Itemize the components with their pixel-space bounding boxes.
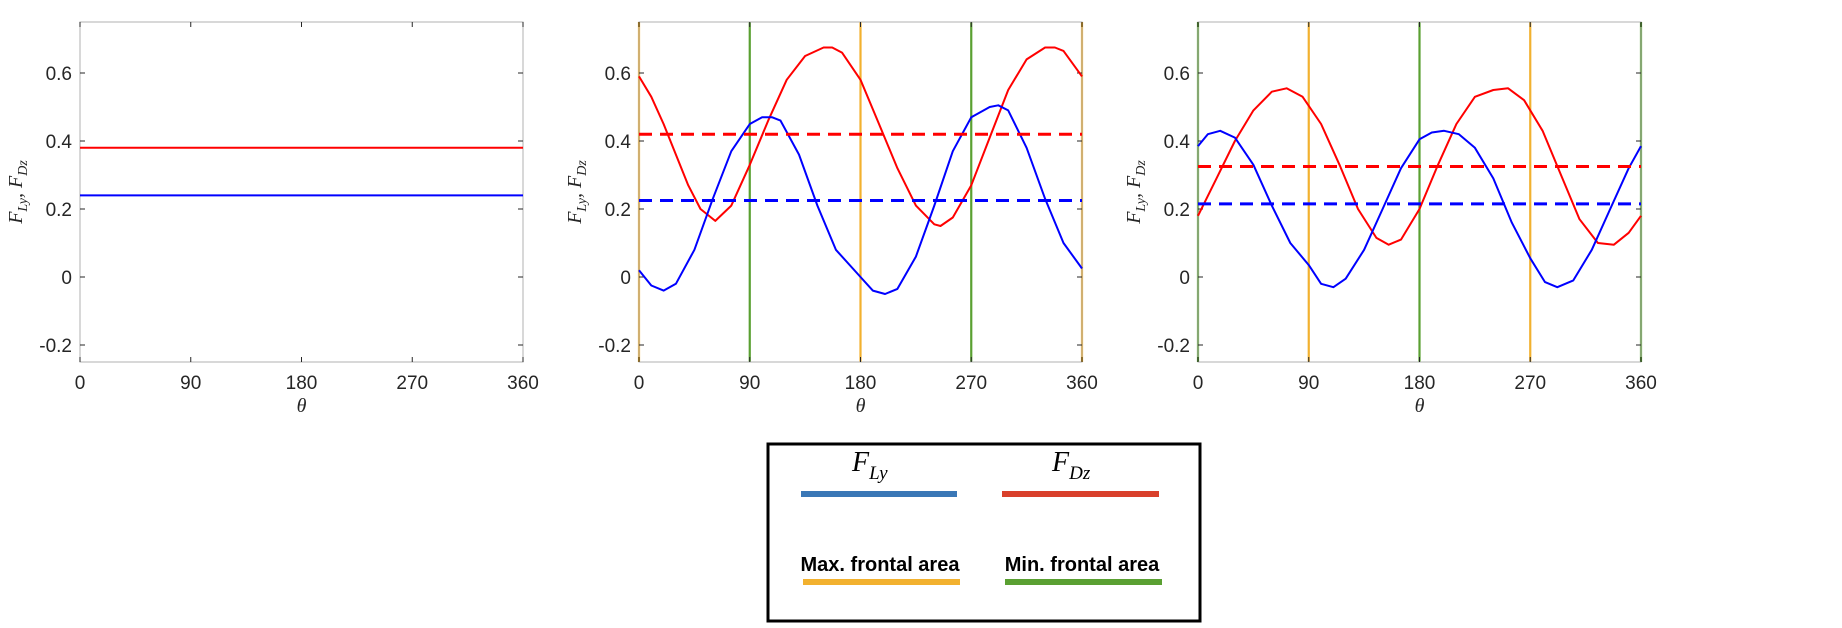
left-y-tick-label-4: 0.6	[46, 64, 72, 85]
left-y-axis-label: FLy, FDz	[5, 160, 31, 225]
legend-f-dz-label: FDz	[1051, 447, 1091, 484]
right-y-tick-label-0: -0.2	[1157, 336, 1190, 357]
middle-x-tick-label-2: 180	[845, 373, 877, 394]
right-y-tick-label-4: 0.6	[1164, 64, 1190, 85]
left-y-tick-label-2: 0.2	[46, 200, 72, 221]
left-y-tick-label-0: -0.2	[39, 336, 72, 357]
right-x-axis-label: θ	[1415, 395, 1425, 417]
middle-y-tick-label-1: 0	[620, 268, 631, 289]
middle-x-axis-label: θ	[856, 395, 866, 417]
left-axes-box	[79, 21, 524, 363]
legend-f-ly-symbol: F	[851, 447, 870, 478]
middle-y-tick-label-0: -0.2	[598, 336, 631, 357]
right-series-f-ly-solid	[1197, 129, 1642, 289]
middle-y-tick-label-3: 0.4	[605, 132, 632, 153]
right-y-tick-label-2: 0.2	[1164, 200, 1190, 221]
middle-x-tick-label-1: 90	[739, 373, 760, 394]
left-x-tick-label-0: 0	[75, 373, 86, 394]
left-x-axis-label: θ	[297, 395, 307, 417]
middle-x-tick-label-4: 360	[1066, 373, 1098, 394]
legend-f-dz-symbol: F	[1051, 447, 1070, 478]
legend-max-frontal-label: Max. frontal area	[801, 554, 961, 576]
left-x-tick-label-2: 180	[286, 373, 318, 394]
right-series-f-dz-solid	[1197, 87, 1642, 246]
legend: FLy FDz Max. frontal area Min. frontal a…	[766, 442, 1202, 623]
middle-y-tick-label-2: 0.2	[605, 200, 631, 221]
right-x-tick-label-3: 270	[1514, 373, 1546, 394]
right-x-tick-label-1: 90	[1298, 373, 1319, 394]
right-x-tick-label-2: 180	[1404, 373, 1436, 394]
right-x-tick-label-4: 360	[1625, 373, 1657, 394]
legend-box	[766, 442, 1202, 623]
legend-min-frontal-label: Min. frontal area	[1005, 554, 1160, 576]
middle-series-f-dz-solid	[638, 46, 1083, 227]
left-x-tick-label-3: 270	[396, 373, 428, 394]
middle-y-axis-label: FLy, FDz	[564, 160, 590, 225]
middle-x-tick-label-0: 0	[634, 373, 645, 394]
middle-y-tick-label-4: 0.6	[605, 64, 631, 85]
left-y-tick-label-3: 0.4	[46, 132, 73, 153]
legend-f-ly-sub: Ly	[868, 463, 888, 484]
left-x-tick-label-1: 90	[180, 373, 201, 394]
legend-f-ly-label: FLy	[851, 447, 888, 484]
legend-f-dz-sub: Dz	[1068, 463, 1091, 484]
right-y-tick-label-3: 0.4	[1164, 132, 1191, 153]
left-y-tick-label-1: 0	[61, 268, 72, 289]
middle-x-tick-label-3: 270	[955, 373, 987, 394]
right-y-axis-label: FLy, FDz	[1123, 160, 1149, 225]
right-x-tick-label-0: 0	[1193, 373, 1204, 394]
middle-series-f-ly-solid	[638, 104, 1083, 295]
left-x-tick-label-4: 360	[507, 373, 539, 394]
right-y-tick-label-1: 0	[1179, 268, 1190, 289]
